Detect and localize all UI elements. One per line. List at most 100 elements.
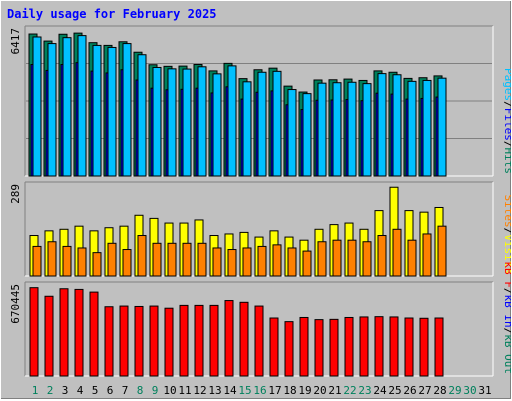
bar-kbf-day-28 bbox=[434, 317, 444, 377]
bar-sites-day-14 bbox=[227, 249, 237, 277]
y-max-label: 289 bbox=[9, 184, 22, 204]
legend-entry: / bbox=[502, 328, 511, 335]
chart-title: Daily usage for February 2025 bbox=[7, 7, 217, 21]
bar-sites-day-28 bbox=[437, 225, 447, 277]
bar-sites-day-24 bbox=[377, 235, 387, 277]
bar-pages-day-23 bbox=[362, 83, 372, 177]
x-tick-label-day-28: 28 bbox=[433, 384, 446, 397]
bar-sites-day-27 bbox=[422, 233, 432, 277]
bar-sites-day-11 bbox=[182, 242, 192, 277]
x-tick-label-day-19: 19 bbox=[298, 384, 311, 397]
bar-sites-day-9 bbox=[152, 242, 162, 277]
legend-kbytes: kB F/kB In/kB Out bbox=[502, 261, 511, 374]
x-tick-label-day-17: 17 bbox=[268, 384, 281, 397]
bar-kbf-day-16 bbox=[254, 305, 264, 377]
bar-kbf-day-18 bbox=[284, 321, 294, 377]
x-tick-label-day-27: 27 bbox=[418, 384, 431, 397]
legend-entry: kB F bbox=[502, 261, 511, 288]
bar-pages-day-16 bbox=[257, 71, 267, 177]
bar-pages-day-28 bbox=[437, 77, 447, 177]
legend-entry: Visits bbox=[502, 234, 511, 274]
bar-sites-day-25 bbox=[392, 228, 402, 277]
bar-pages-day-6 bbox=[107, 46, 117, 177]
bar-sites-day-20 bbox=[317, 241, 327, 277]
legend-entry: Sites bbox=[502, 195, 511, 228]
bar-pages-day-5 bbox=[92, 44, 102, 177]
bar-pages-day-14 bbox=[227, 65, 237, 177]
bar-kbf-day-6 bbox=[104, 306, 114, 377]
x-tick-label-day-1: 1 bbox=[32, 384, 39, 397]
bar-sites-day-6 bbox=[107, 242, 117, 277]
bar-pages-day-3 bbox=[62, 37, 72, 177]
x-tick-label-day-12: 12 bbox=[193, 384, 206, 397]
x-tick-label-day-24: 24 bbox=[373, 384, 387, 397]
bar-kbf-day-8 bbox=[134, 305, 144, 377]
bar-sites-day-8 bbox=[137, 235, 147, 277]
bar-kbf-day-15 bbox=[239, 301, 249, 377]
bar-sites-day-5 bbox=[92, 252, 102, 277]
bar-pages-day-22 bbox=[347, 81, 357, 177]
bar-sites-day-10 bbox=[167, 242, 177, 277]
bar-sites-day-16 bbox=[257, 245, 267, 277]
bar-pages-day-1 bbox=[32, 36, 42, 177]
bar-sites-day-15 bbox=[242, 247, 252, 277]
bar-sites-day-19 bbox=[302, 250, 312, 277]
bar-pages-day-12 bbox=[197, 66, 207, 177]
bar-sites-day-1 bbox=[32, 245, 42, 277]
x-tick-label-day-5: 5 bbox=[92, 384, 99, 397]
bar-kbf-day-26 bbox=[404, 317, 414, 377]
bar-pages-day-25 bbox=[392, 74, 402, 177]
x-tick-label-day-13: 13 bbox=[208, 384, 221, 397]
bar-kbf-day-13 bbox=[209, 304, 219, 377]
bar-kbf-day-9 bbox=[149, 305, 159, 377]
x-tick-label-day-22: 22 bbox=[343, 384, 356, 397]
bar-kbf-day-3 bbox=[59, 288, 69, 377]
x-tick-label-day-14: 14 bbox=[223, 384, 237, 397]
x-tick-label-day-7: 7 bbox=[122, 384, 129, 397]
bar-kbf-day-21 bbox=[329, 318, 339, 377]
x-tick-label-day-21: 21 bbox=[328, 384, 341, 397]
bar-pages-day-10 bbox=[167, 68, 177, 177]
bar-pages-day-18 bbox=[287, 89, 297, 177]
bar-kbf-day-14 bbox=[224, 300, 234, 377]
bar-sites-day-12 bbox=[197, 242, 207, 277]
bar-kbf-day-24 bbox=[374, 316, 384, 377]
bar-sites-day-2 bbox=[47, 241, 57, 277]
bar-pages-day-8 bbox=[137, 54, 147, 177]
bar-sites-day-18 bbox=[287, 247, 297, 277]
bar-pages-day-19 bbox=[302, 93, 312, 177]
bar-sites-day-26 bbox=[407, 239, 417, 277]
legend-entry: kB In bbox=[502, 295, 511, 328]
x-tick-label-day-3: 3 bbox=[62, 384, 69, 397]
x-tick-label-day-6: 6 bbox=[107, 384, 114, 397]
bar-pages-day-17 bbox=[272, 70, 282, 177]
bar-sites-day-7 bbox=[122, 249, 132, 277]
bar-kbf-day-7 bbox=[119, 305, 129, 377]
legend-visits-sites: Sites/Visits bbox=[502, 195, 511, 275]
bar-pages-day-27 bbox=[422, 79, 432, 177]
bar-kbf-day-23 bbox=[359, 316, 369, 377]
bar-pages-day-20 bbox=[317, 82, 327, 177]
bar-pages-day-4 bbox=[77, 35, 87, 177]
x-tick-label-day-25: 25 bbox=[388, 384, 401, 397]
bar-pages-day-2 bbox=[47, 43, 57, 177]
bar-pages-day-13 bbox=[212, 73, 222, 177]
legend-entry: / bbox=[502, 288, 511, 295]
bar-sites-day-21 bbox=[332, 239, 342, 277]
x-tick-label-day-26: 26 bbox=[403, 384, 416, 397]
bar-sites-day-17 bbox=[272, 244, 282, 277]
bar-pages-day-24 bbox=[377, 73, 387, 177]
bar-kbf-day-27 bbox=[419, 317, 429, 377]
x-tick-label-day-11: 11 bbox=[178, 384, 191, 397]
bar-sites-day-23 bbox=[362, 241, 372, 277]
bar-pages-day-11 bbox=[182, 68, 192, 177]
x-tick-label-day-10: 10 bbox=[163, 384, 176, 397]
bar-kbf-day-25 bbox=[389, 316, 399, 377]
x-tick-label-day-31: 31 bbox=[478, 384, 491, 397]
bar-kbf-day-22 bbox=[344, 316, 354, 377]
legend-hits-files-pages: Pages/Files/Hits bbox=[502, 68, 511, 174]
bar-kbf-day-5 bbox=[89, 291, 99, 377]
legend-entry: / bbox=[502, 141, 511, 148]
bar-pages-day-21 bbox=[332, 82, 342, 177]
